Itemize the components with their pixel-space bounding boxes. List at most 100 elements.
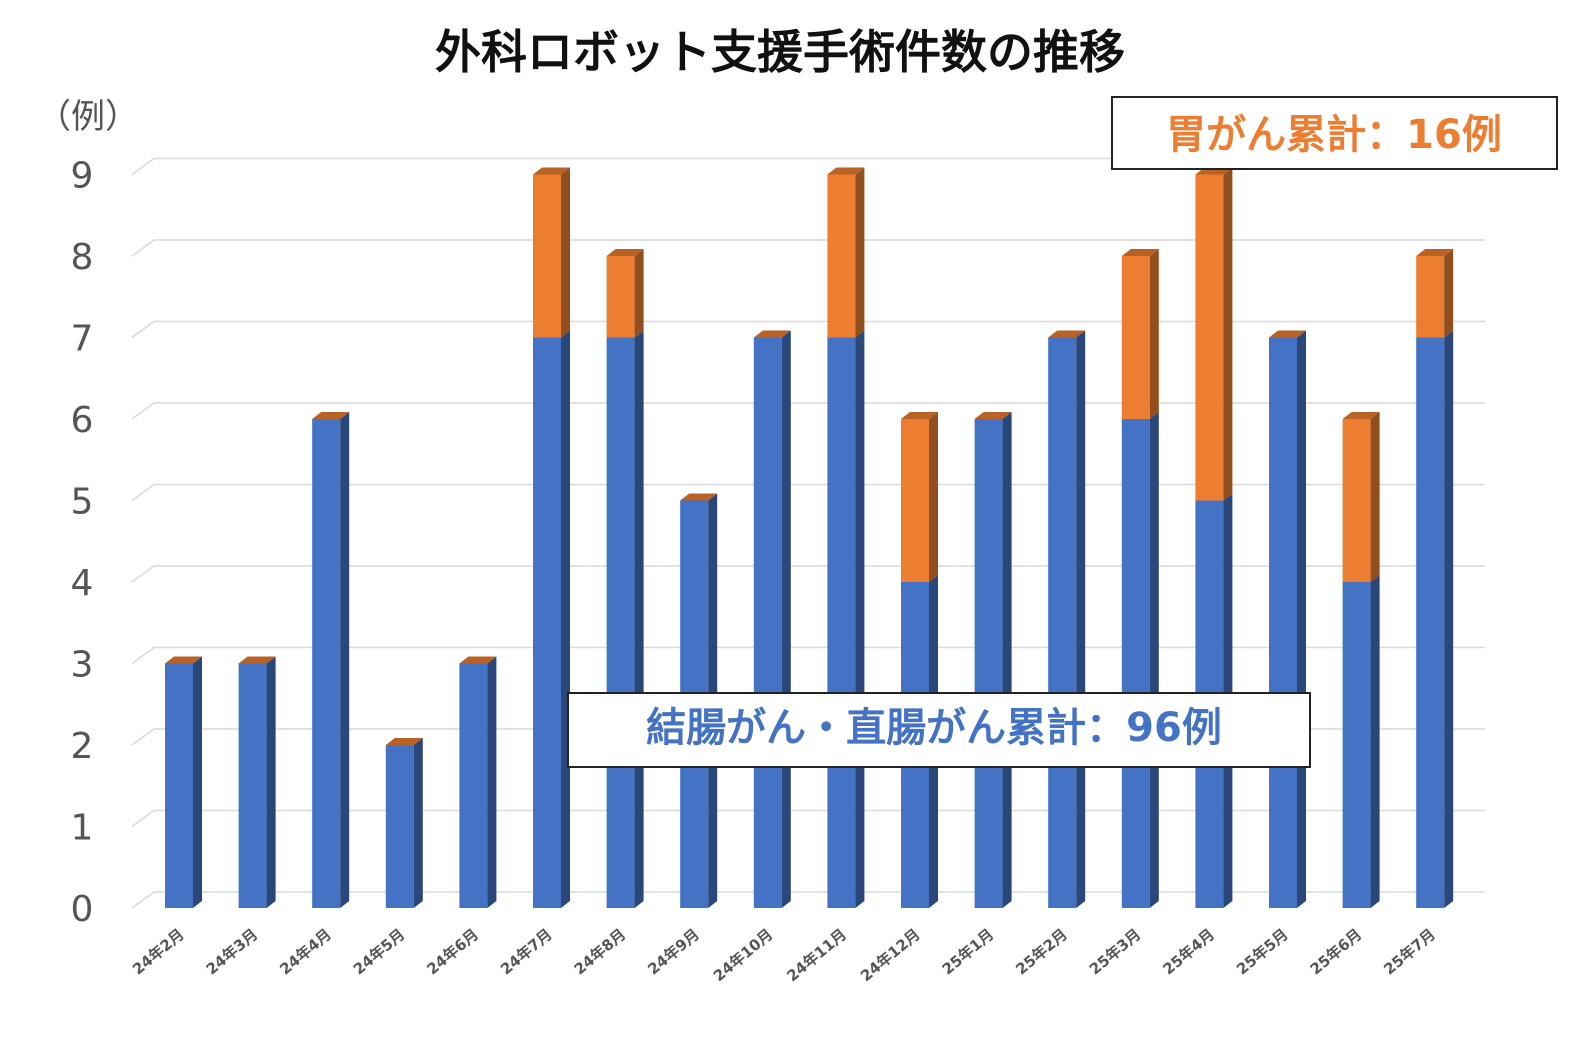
bar-series-1-7-side <box>634 249 644 338</box>
bar-series-0-12-side <box>1002 412 1012 908</box>
bar-series-1-14 <box>1121 256 1150 419</box>
bar-top-7 <box>606 249 644 256</box>
bar-series-0-4 <box>385 745 414 908</box>
gridlines <box>131 157 1485 909</box>
x-tick-label: 24年11月 <box>783 925 850 985</box>
y-tick-label: 5 <box>71 482 94 523</box>
bar-series-0-12 <box>974 419 1003 908</box>
x-tick-label: 24年12月 <box>857 925 924 985</box>
bar-series-1-14-side <box>1149 249 1159 419</box>
bar-series-0-6-side <box>561 330 570 908</box>
bar-series-1-6 <box>533 174 561 338</box>
bar-series-0-3-side <box>340 412 350 908</box>
bar-series-1-6-side <box>561 167 570 338</box>
stomach-cancer-annotation-box <box>1111 96 1558 170</box>
x-tick-label: 25年7月 <box>1380 925 1439 978</box>
x-tick-label: 24年4月 <box>276 925 335 978</box>
stomach-cancer-annotation: 胃がん累計：16例 <box>1111 96 1558 170</box>
bar-top-6 <box>533 167 570 175</box>
bar-series-0-2 <box>238 663 267 908</box>
bar-series <box>165 167 1454 908</box>
bar-series-0-5-side <box>487 656 497 908</box>
bar-series-1-10 <box>827 174 856 338</box>
gridline <box>131 320 1485 339</box>
bar-series-1-7 <box>606 256 635 338</box>
bar-top-8 <box>680 493 718 501</box>
x-tick-label: 24年5月 <box>350 925 409 978</box>
bar-top-5 <box>459 656 497 664</box>
gridline <box>131 646 1485 665</box>
y-tick-label: 9 <box>71 156 94 197</box>
bar-top-3 <box>312 412 350 419</box>
bar-series-0-3 <box>312 419 341 908</box>
bar-top-12 <box>974 412 1012 419</box>
y-tick-label: 6 <box>71 400 94 441</box>
bar-top-10 <box>827 167 865 175</box>
bar-series-1-17-side <box>1370 412 1380 582</box>
x-tick-label: 24年8月 <box>571 925 630 978</box>
gridline <box>131 483 1485 502</box>
y-tick-label: 7 <box>71 319 94 360</box>
bar-series-1-15 <box>1195 174 1224 501</box>
bar-series-0-18-side <box>1444 330 1454 908</box>
bar-series-0-9 <box>753 337 782 908</box>
bar-series-1-18 <box>1416 256 1445 338</box>
bar-series-0-9-side <box>781 330 791 908</box>
gridline <box>131 239 1485 257</box>
y-tick-label: 4 <box>71 563 94 604</box>
bar-series-0-18 <box>1416 337 1445 908</box>
x-tick-label: 24年9月 <box>644 925 703 978</box>
bar-top-16 <box>1269 330 1306 338</box>
bar-top-13 <box>1048 330 1086 338</box>
bar-series-1-10-side <box>855 167 865 338</box>
x-tick-label: 25年4月 <box>1159 925 1218 978</box>
stomach-cancer-total-label: 胃がん累計：16例 <box>1166 112 1502 158</box>
x-tick-label: 24年6月 <box>423 925 482 978</box>
gridline <box>131 402 1485 420</box>
bar-series-0-1 <box>165 663 193 908</box>
bar-series-0-14 <box>1121 419 1150 908</box>
colorectal-cancer-total-label: 結腸がん・直腸がん累計：96例 <box>646 705 1222 751</box>
bar-top-1 <box>165 656 202 664</box>
bar-series-0-6 <box>533 337 561 908</box>
x-tick-label: 25年3月 <box>1086 925 1145 978</box>
x-tick-label: 24年2月 <box>129 925 188 978</box>
y-tick-label: 1 <box>71 808 94 849</box>
bar-series-0-16 <box>1269 337 1297 908</box>
bar-series-1-11 <box>901 419 929 582</box>
bar-top-14 <box>1121 249 1159 256</box>
x-tick-label: 25年5月 <box>1233 925 1292 978</box>
bar-series-0-16-side <box>1297 330 1306 908</box>
bar-series-0-10 <box>827 337 856 908</box>
bar-top-17 <box>1342 412 1380 419</box>
y-tick-label: 2 <box>71 726 94 767</box>
x-tick-label: 24年7月 <box>497 925 556 978</box>
bar-top-11 <box>901 412 938 419</box>
x-tick-label: 24年10月 <box>710 925 777 985</box>
bar-series-1-15-side <box>1223 167 1233 501</box>
x-tick-label: 25年6月 <box>1307 925 1366 978</box>
colorectal-cancer-annotation: 結腸がん・直腸がん累計：96例 <box>567 692 1311 768</box>
bar-series-0-2-side <box>266 656 276 908</box>
gridline <box>131 891 1485 909</box>
bar-series-0-1-side <box>193 656 202 908</box>
gridline <box>131 565 1485 583</box>
bar-series-1-18-side <box>1444 249 1454 338</box>
y-axis-unit-label: （例） <box>37 97 139 137</box>
bar-series-0-13-side <box>1076 330 1086 908</box>
y-tick-label: 0 <box>71 889 94 930</box>
gridline <box>131 157 1485 176</box>
y-tick-label: 3 <box>71 645 94 686</box>
x-tick-label: 24年3月 <box>203 925 262 978</box>
bar-series-0-7 <box>606 337 635 908</box>
bar-series-0-7-side <box>634 330 644 908</box>
bar-series-0-13 <box>1048 337 1077 908</box>
y-tick-label: 8 <box>71 237 94 278</box>
bar-series-0-10-side <box>855 330 865 908</box>
chart-title: 外科ロボット支援手術件数の推移 <box>435 25 1125 79</box>
bar-series-1-17 <box>1342 419 1371 582</box>
gridline <box>131 809 1485 828</box>
y-axis-ticks: 0 1 2 3 4 5 6 7 8 9 <box>71 156 94 931</box>
bar-series-0-4-side <box>413 738 423 908</box>
